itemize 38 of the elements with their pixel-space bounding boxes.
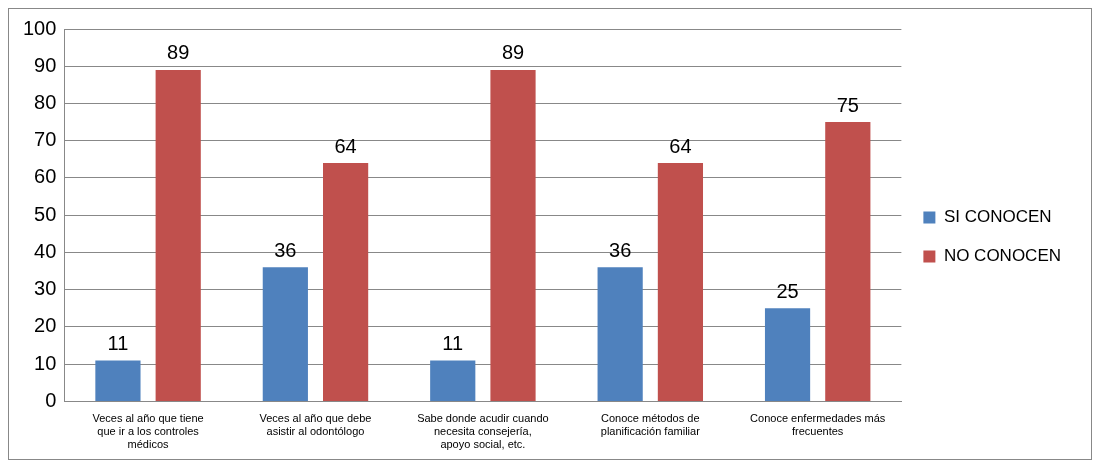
- y-tick-label: 60: [34, 165, 57, 188]
- data-label: 11: [442, 331, 464, 354]
- y-tick-label: 100: [22, 16, 57, 39]
- data-label: 64: [334, 134, 357, 157]
- data-label: 89: [167, 41, 190, 64]
- data-label: 36: [274, 238, 297, 261]
- y-tick-label: 40: [34, 239, 57, 262]
- bar: [490, 69, 536, 401]
- x-tick-label: Veces al año que debe asistir al odontólogo: [259, 412, 372, 438]
- y-tick-label: 30: [34, 277, 57, 300]
- legend-label: NO CONOCEN: [943, 246, 1062, 266]
- bar: [95, 360, 141, 401]
- data-label: 25: [776, 279, 799, 302]
- y-tick-label: 0: [45, 388, 57, 411]
- y-tick-label: 70: [34, 128, 57, 151]
- bar: [657, 163, 704, 401]
- y-tick-label: 20: [34, 314, 57, 337]
- data-label: 89: [501, 41, 525, 64]
- bar: [825, 122, 871, 401]
- data-label: 11: [107, 331, 129, 354]
- y-tick-label: 80: [34, 91, 57, 113]
- y-tick-label: 50: [34, 202, 57, 225]
- x-tick-label: Conoce métodos de planificación familiar: [600, 412, 701, 438]
- x-tick-label: Veces al año que tiene que ir a los controles médicos: [92, 412, 204, 451]
- bar: [597, 267, 643, 401]
- x-tick-label: Sabe donde acudir cuando necesita consejería, apoyo social, etc.: [417, 412, 549, 451]
- y-tick-label: 10: [34, 351, 57, 374]
- data-label: 75: [836, 93, 859, 116]
- bar: [430, 360, 476, 401]
- legend-label: SI CONOCEN: [943, 207, 1052, 227]
- y-tick-label: 90: [34, 53, 57, 76]
- x-tick-label: Conoce enfermedades más frecuentes: [750, 412, 886, 438]
- bar: [323, 163, 369, 401]
- bar: [262, 267, 308, 401]
- bar: [764, 308, 811, 401]
- data-label: 64: [669, 134, 692, 157]
- bar: [155, 69, 201, 401]
- data-label: 36: [609, 238, 632, 261]
